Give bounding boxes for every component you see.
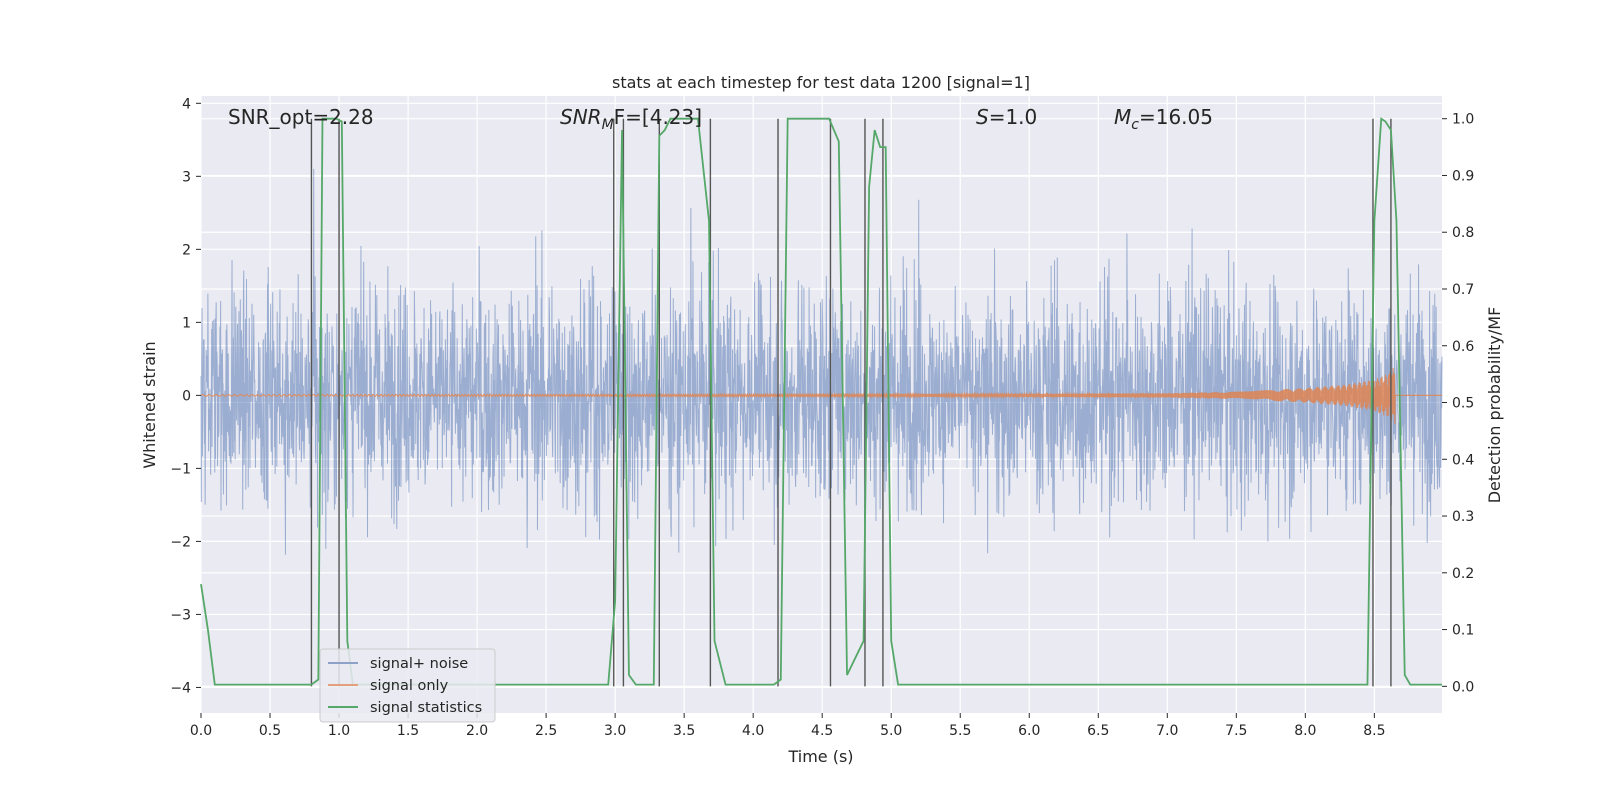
y-axis-label-left: Whitened strain xyxy=(140,341,159,468)
x-tick-label: 6.5 xyxy=(1087,723,1109,739)
y-tick-label-left: 0 xyxy=(182,388,191,404)
y-tick-label-left: −4 xyxy=(170,680,191,696)
x-tick-label: 7.0 xyxy=(1156,723,1178,739)
y-tick-label-left: 4 xyxy=(182,96,191,112)
annotation-snr-mf: SNRMF=[4.23] xyxy=(560,105,702,133)
y-tick-label-right: 0.0 xyxy=(1452,679,1474,695)
y-tick-label-left: 3 xyxy=(182,169,191,185)
y-tick-label-right: 0.3 xyxy=(1452,509,1474,525)
y-tick-label-right: 0.6 xyxy=(1452,339,1474,355)
y-tick-label-left: −3 xyxy=(170,607,191,623)
x-axis-label: Time (s) xyxy=(787,747,853,766)
series-signal-only xyxy=(200,368,1442,425)
x-tick-label: 4.5 xyxy=(811,723,833,739)
series-signal-noise xyxy=(200,168,1443,555)
x-tick-label: 5.0 xyxy=(880,723,902,739)
plot-area xyxy=(200,117,1443,687)
annotation-snr-mf-rest: F=[4.23] xyxy=(614,105,702,129)
x-tick-label: 2.0 xyxy=(466,723,488,739)
y-tick-label-right: 0.9 xyxy=(1452,168,1474,184)
annotation-snr-mf-sub: M xyxy=(602,117,614,133)
x-tick-label: 5.5 xyxy=(949,723,971,739)
x-tick-label: 0.0 xyxy=(190,723,212,739)
annotation-snr-mf-base: SNR xyxy=(560,105,602,129)
series-signal-statistics xyxy=(200,117,1442,686)
y-tick-label-left: 2 xyxy=(182,242,191,258)
y-tick-label-right: 0.4 xyxy=(1452,452,1474,468)
y-tick-label-left: 1 xyxy=(182,315,191,331)
x-tick-label: 2.5 xyxy=(535,723,557,739)
x-tick-label: 8.0 xyxy=(1294,723,1316,739)
x-tick-label: 3.0 xyxy=(604,723,626,739)
legend-label-signal-statistics: signal statistics xyxy=(370,700,482,716)
annotation-s: S=1.0 xyxy=(976,105,1037,129)
annotation-mc: Mc=16.05 xyxy=(1114,105,1213,133)
x-tick-label: 4.0 xyxy=(742,723,764,739)
chart-title: stats at each timestep for test data 120… xyxy=(612,73,1030,92)
x-tick-label: 8.5 xyxy=(1363,723,1385,739)
y-tick-label-right: 0.7 xyxy=(1452,282,1474,298)
x-tick-label: 7.5 xyxy=(1225,723,1247,739)
y-tick-label-right: 0.5 xyxy=(1452,396,1474,412)
y-axis-label-right: Detection probability/MF xyxy=(1485,307,1504,504)
legend-label-signal-only: signal only xyxy=(370,678,449,694)
annotation-s-rest: =1.0 xyxy=(989,105,1038,129)
y-tick-label-right: 0.8 xyxy=(1452,225,1474,241)
y-tick-label-left: −1 xyxy=(170,461,191,477)
annotation-mc-base: M xyxy=(1114,105,1131,129)
annotation-s-italic: S xyxy=(976,105,989,129)
y-tick-label-left: −2 xyxy=(170,534,191,550)
x-tick-label: 3.5 xyxy=(673,723,695,739)
legend-label-signal-noise: signal+ noise xyxy=(370,656,468,672)
x-tick-label: 0.5 xyxy=(259,723,281,739)
axes: 0.0 0.5 1.0 1.5 2.0 2.5 3.0 3.5 4.0 4.5 5.0 5.5 6.0 6… xyxy=(170,96,1474,739)
y-tick-label-right: 0.2 xyxy=(1452,566,1474,582)
y-tick-label-right: 0.1 xyxy=(1452,623,1474,639)
y-tick-label-right: 1.0 xyxy=(1452,112,1474,128)
legend: signal+ noise signal only signal statist… xyxy=(319,648,496,723)
x-tick-label: 1.5 xyxy=(397,723,419,739)
annotation-mc-sub: c xyxy=(1131,117,1139,133)
x-tick-label: 1.0 xyxy=(328,723,350,739)
annotation-snr-opt: SNR_opt=2.28 xyxy=(228,105,374,129)
annotation-mc-rest: =16.05 xyxy=(1139,105,1213,129)
legend-box xyxy=(319,648,496,723)
x-tick-label: 6.0 xyxy=(1018,723,1040,739)
